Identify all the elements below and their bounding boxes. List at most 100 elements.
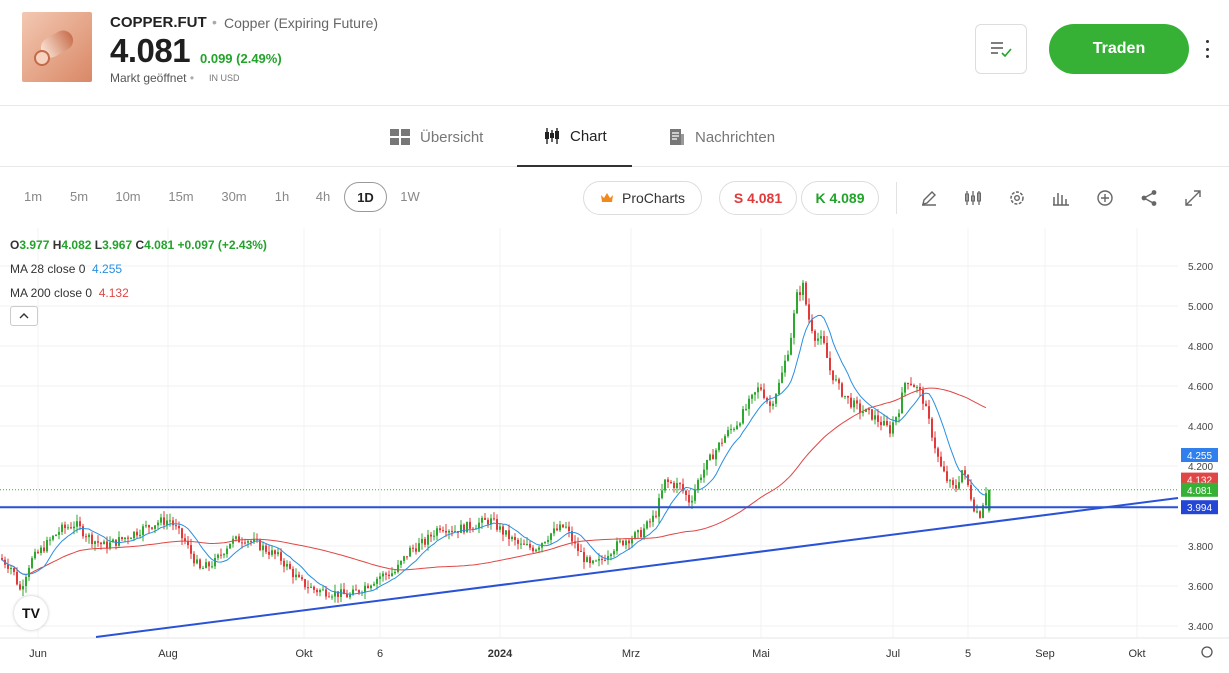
ma28-legend[interactable]: MA 28 close 0 4.255	[10, 262, 122, 276]
candle-body	[391, 573, 393, 577]
tab-chart[interactable]: Chart	[517, 107, 632, 167]
candle-body	[463, 524, 465, 533]
candle-body	[562, 524, 564, 528]
candle-body	[466, 521, 468, 533]
candle-body	[577, 543, 579, 552]
candle-body	[316, 589, 318, 593]
candle-body	[802, 282, 804, 295]
chart-canvas[interactable]: 5.200 5.000 4.800 4.600 4.400 4.200 3.800 3.600…	[0, 228, 1229, 673]
candle-body	[421, 538, 423, 544]
tab-chart-label: Chart	[570, 127, 607, 145]
y-tick-label: 5.200	[1188, 262, 1213, 273]
procharts-label: ProCharts	[621, 190, 686, 206]
candle-body	[703, 469, 705, 478]
ohlc-legend: O3.977 H4.082 L3.967 C4.081 +0.097 (+2.4…	[10, 238, 267, 252]
candle-body	[985, 493, 987, 506]
candle-body	[28, 567, 30, 577]
candle-body	[931, 418, 933, 438]
settings-icon[interactable]	[1005, 186, 1029, 210]
candle-body	[301, 577, 303, 580]
candle-body	[616, 541, 618, 552]
candle-body	[958, 482, 960, 489]
kebab-icon[interactable]	[1200, 36, 1214, 62]
ma200-value: 4.132	[98, 286, 129, 300]
timeframe-15m[interactable]: 15m	[168, 189, 194, 204]
instrument-header: COPPER.FUT • Copper (Expiring Future) 4.…	[0, 0, 1229, 106]
candle-body	[7, 564, 9, 569]
procharts-button[interactable]: ProCharts	[583, 181, 702, 215]
candle-body	[439, 528, 441, 531]
candlestick-type-icon[interactable]	[961, 186, 985, 210]
candle-body	[775, 394, 777, 404]
timeframe-1m[interactable]: 1m	[23, 189, 43, 204]
timeframe-5m[interactable]: 5m	[69, 189, 89, 204]
candle-body	[397, 564, 399, 573]
news-icon	[670, 129, 684, 145]
candle-body	[400, 560, 402, 565]
timeframe-30m[interactable]: 30m	[221, 189, 247, 204]
timeframe-1h[interactable]: 1h	[274, 189, 290, 204]
buy-button[interactable]: K 4.089	[801, 181, 879, 215]
candle-body	[517, 539, 519, 544]
expand-icon[interactable]	[1181, 186, 1205, 210]
candle-body	[790, 337, 792, 355]
candle-body	[427, 534, 429, 545]
candle-body	[511, 536, 513, 540]
candle-body	[961, 470, 963, 483]
watchlist-button[interactable]	[975, 24, 1027, 74]
candle-body	[190, 545, 192, 554]
price-chart[interactable]: 5.200 5.000 4.800 4.600 4.400 4.200 3.800 3.600…	[0, 228, 1229, 673]
timeframe-10m[interactable]: 10m	[115, 189, 141, 204]
candle-body	[583, 551, 585, 563]
candle-body	[604, 559, 606, 561]
candle-body	[523, 543, 525, 545]
candle-body	[70, 527, 72, 529]
y-tick-label: 4.200	[1188, 462, 1213, 473]
collapse-legend-button[interactable]	[10, 306, 38, 326]
timeframe-1w[interactable]: 1W	[400, 189, 420, 204]
candle-body	[382, 573, 384, 577]
candle-body	[964, 470, 966, 475]
candle-body	[829, 357, 831, 371]
candle-body	[241, 542, 243, 544]
candle-body	[202, 568, 204, 570]
tradingview-logo[interactable]: TV	[14, 596, 48, 630]
x-tick-label: Mrz	[622, 648, 640, 660]
share-icon[interactable]	[1137, 186, 1161, 210]
candle-body	[148, 525, 150, 528]
indicators-icon[interactable]	[1049, 186, 1073, 210]
last-candle-body	[988, 489, 991, 511]
x-tick-label: 5	[965, 648, 971, 660]
candle-body	[304, 579, 306, 588]
candle-body	[502, 526, 504, 535]
plus-circle-icon[interactable]	[1093, 186, 1117, 210]
candle-body	[499, 526, 501, 530]
sell-button[interactable]: S 4.081	[719, 181, 797, 215]
candle-body	[700, 477, 702, 480]
candle-body	[682, 484, 684, 491]
candle-body	[238, 536, 240, 543]
candle-body	[781, 372, 783, 383]
candle-body	[778, 382, 780, 395]
candle-body	[199, 559, 201, 569]
timeframe-4h[interactable]: 4h	[315, 189, 331, 204]
candle-body	[145, 525, 147, 527]
candle-body	[544, 541, 546, 544]
candle-body	[154, 525, 156, 529]
candle-body	[373, 583, 375, 586]
candle-body	[808, 304, 810, 320]
candle-body	[487, 519, 489, 525]
candle-body	[640, 530, 642, 538]
tab-overview[interactable]: Übersicht	[389, 107, 483, 167]
pencil-icon[interactable]	[917, 186, 941, 210]
trade-button[interactable]: Traden	[1049, 24, 1189, 74]
tab-news[interactable]: Nachrichten	[668, 107, 775, 167]
candle-body	[694, 489, 696, 501]
candle-body	[307, 587, 309, 589]
timeframe-1d[interactable]: 1D	[344, 182, 387, 212]
ma28-value: 4.255	[92, 262, 123, 276]
candle-body	[631, 538, 633, 544]
candle-body	[637, 530, 639, 533]
ma200-legend[interactable]: MA 200 close 0 4.132	[10, 286, 129, 300]
candle-body	[64, 524, 66, 529]
